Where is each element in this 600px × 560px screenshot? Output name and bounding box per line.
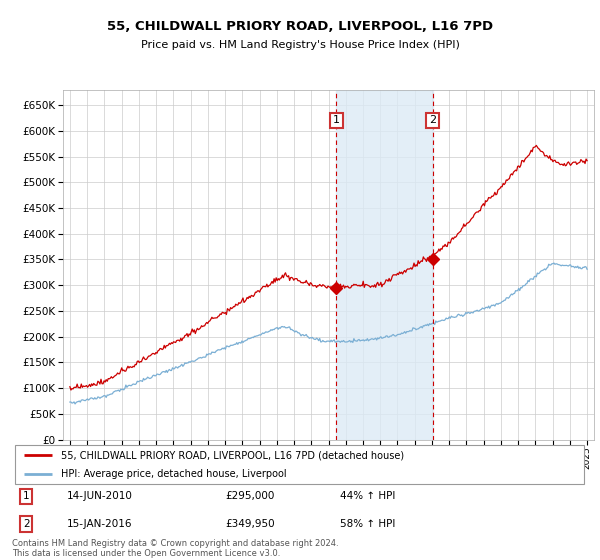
Text: 55, CHILDWALL PRIORY ROAD, LIVERPOOL, L16 7PD: 55, CHILDWALL PRIORY ROAD, LIVERPOOL, L1… <box>107 20 493 32</box>
Text: Price paid vs. HM Land Registry's House Price Index (HPI): Price paid vs. HM Land Registry's House … <box>140 40 460 50</box>
Text: 58% ↑ HPI: 58% ↑ HPI <box>340 519 395 529</box>
Text: 1: 1 <box>333 115 340 125</box>
Text: Contains HM Land Registry data © Crown copyright and database right 2024.
This d: Contains HM Land Registry data © Crown c… <box>12 539 338 558</box>
FancyBboxPatch shape <box>15 445 584 484</box>
Text: £349,950: £349,950 <box>225 519 275 529</box>
Text: 44% ↑ HPI: 44% ↑ HPI <box>340 491 395 501</box>
Text: 55, CHILDWALL PRIORY ROAD, LIVERPOOL, L16 7PD (detached house): 55, CHILDWALL PRIORY ROAD, LIVERPOOL, L1… <box>61 450 404 460</box>
Text: 15-JAN-2016: 15-JAN-2016 <box>67 519 132 529</box>
Text: HPI: Average price, detached house, Liverpool: HPI: Average price, detached house, Live… <box>61 469 287 479</box>
Text: 1: 1 <box>23 491 30 501</box>
Text: 2: 2 <box>23 519 30 529</box>
Text: 2: 2 <box>429 115 436 125</box>
Text: £295,000: £295,000 <box>225 491 274 501</box>
Bar <box>336 90 433 440</box>
Text: 14-JUN-2010: 14-JUN-2010 <box>67 491 133 501</box>
